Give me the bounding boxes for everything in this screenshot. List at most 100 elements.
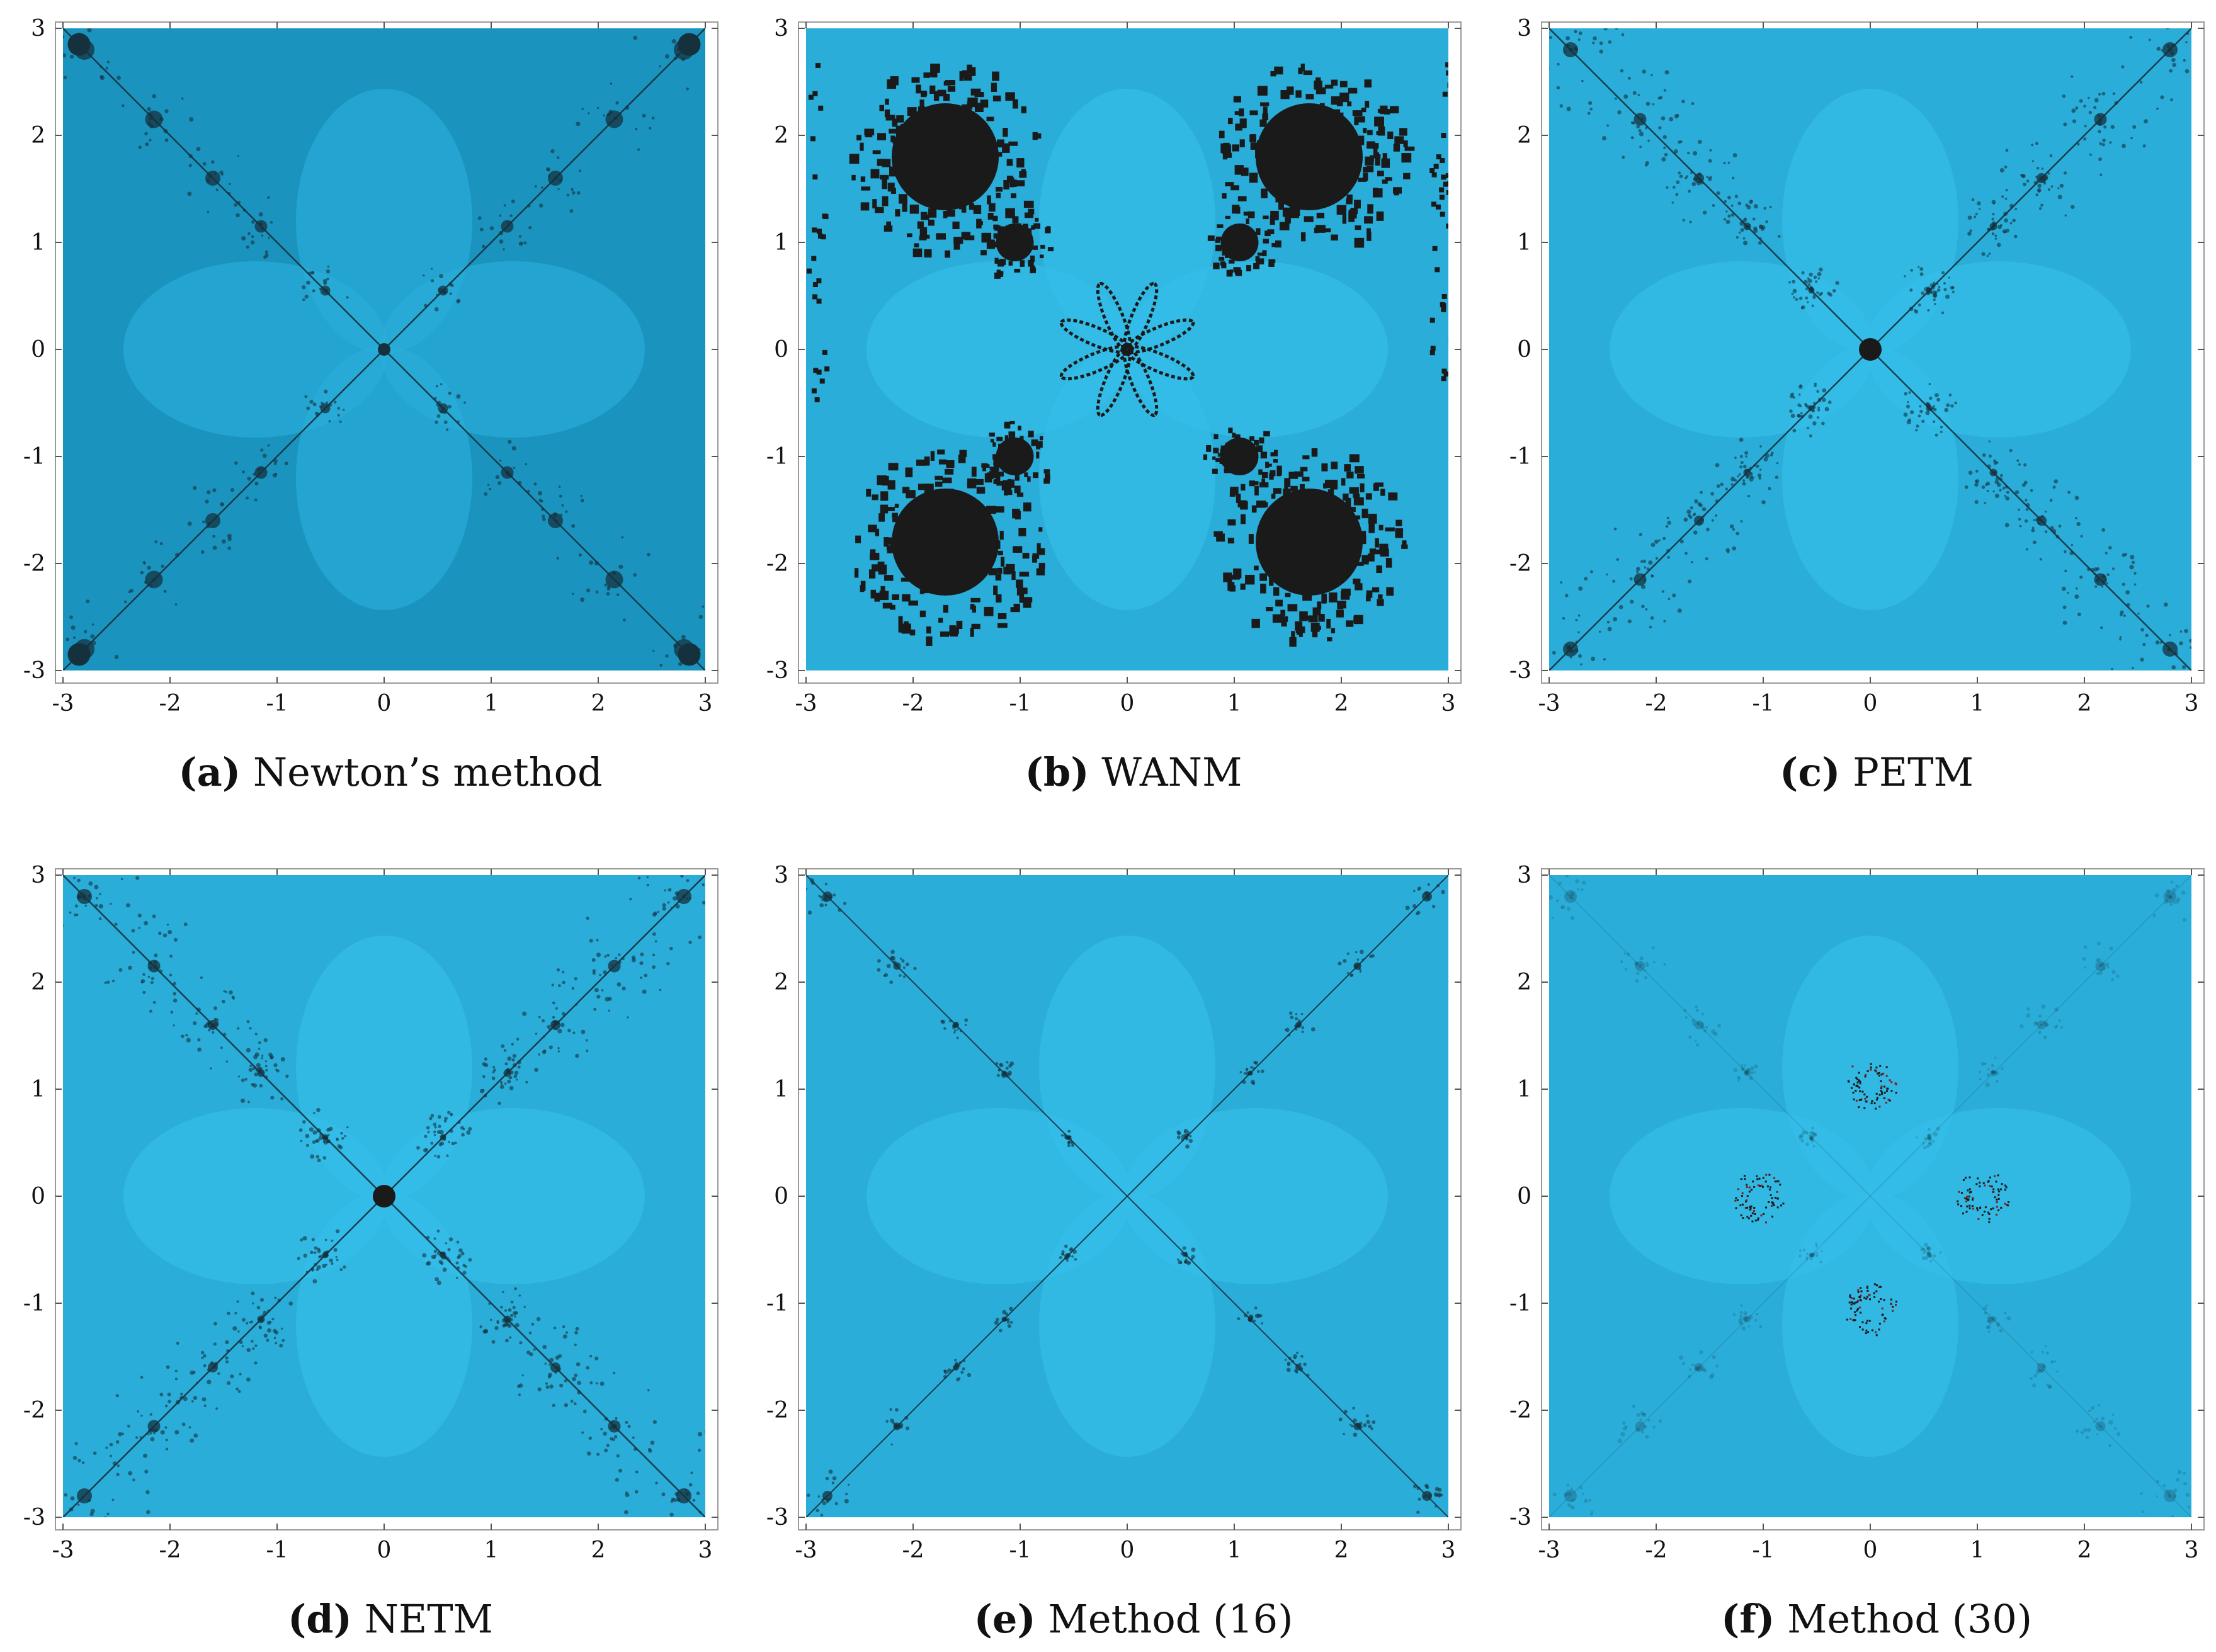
divergent-speckle [890,188,896,194]
julia-speckle [212,1031,215,1034]
divergent-speckle [1448,173,1453,178]
julia-speckle [655,1481,658,1485]
julia-speckle [1582,880,1586,885]
julia-speckle [1433,1492,1438,1496]
julia-speckle [426,1235,430,1240]
julia-speckle [116,76,121,80]
julia-speckle [300,1140,303,1143]
divergent-speckle [1217,245,1222,250]
julia-speckle [1739,465,1742,468]
julia-speckle [1739,438,1744,442]
julia-speckle [546,167,550,171]
julia-speckle [558,485,561,489]
julia-speckle [479,1325,482,1328]
julia-speckle [1742,1067,1745,1071]
julia-speckle [1635,567,1640,572]
julia-speckle [468,1258,472,1262]
divergent-speckle [1240,583,1246,590]
julia-speckle [1683,518,1688,522]
julia-speckle [1693,1364,1696,1366]
julia-speckle [615,1417,618,1420]
divergent-speckle [1304,216,1314,222]
divergent-speckle [1005,92,1015,101]
julia-speckle [2041,514,2044,518]
divergent-speckle [1283,489,1291,498]
julia-speckle [1815,1242,1818,1246]
divergent-speckle [812,227,817,233]
julia-speckle [537,491,542,495]
panel-b-caption: (b) WANM [768,749,1499,795]
julia-speckle [1067,1129,1070,1133]
julia-speckle [206,178,210,183]
julia-speckle [1652,103,1655,106]
julia-speckle [254,482,259,486]
root-ring-speckle [1878,1072,1880,1074]
julia-speckle [2160,95,2164,99]
divergent-speckle [1038,562,1045,569]
julia-speckle [2173,1495,2176,1498]
julia-speckle [1426,897,1430,900]
julia-speckle [173,937,178,942]
julia-speckle [1655,557,1659,560]
julia-speckle [516,1038,520,1041]
divergent-speckle [1036,451,1040,459]
julia-speckle [229,990,233,995]
julia-speckle [1588,101,1593,105]
divergent-speckle [994,241,999,248]
julia-speckle [2171,43,2174,48]
julia-speckle [1338,1417,1343,1422]
divergent-speckle [1263,215,1269,220]
julia-speckle [1295,1371,1298,1374]
julia-speckle [26,893,29,897]
julia-speckle [499,230,504,235]
divergent-speckle [818,105,824,111]
julia-speckle [1359,1422,1363,1425]
julia-speckle [604,955,607,958]
julia-speckle [227,1311,230,1315]
divergent-speckle [1373,154,1381,159]
divergent-speckle [987,195,991,205]
julia-speckle [1237,1317,1241,1321]
divergent-speckle [884,109,890,118]
julia-speckle [1191,1254,1195,1259]
julia-speckle [1688,1035,1692,1039]
julia-speckle [1343,1410,1348,1414]
root-ring-speckle [1739,1204,1742,1207]
julia-speckle [1812,295,1816,300]
julia-speckle [1814,1133,1817,1136]
julia-speckle [572,592,574,595]
divergent-speckle [994,225,1001,231]
julia-speckle [304,395,308,399]
root-ring-speckle [1754,1219,1757,1222]
divergent-speckle [1356,474,1365,479]
julia-speckle [1249,1319,1253,1323]
julia-speckle [458,1248,463,1253]
basin-lobe [1039,1192,1215,1457]
julia-speckle [1582,672,1587,676]
julia-speckle [1703,1029,1707,1032]
julia-speckle [211,160,215,164]
julia-speckle [1741,1067,1745,1072]
x-tick-label: 1 [1227,1537,1242,1563]
julia-speckle [2035,193,2038,196]
divergent-speckle [1225,182,1234,186]
julia-speckle [267,1310,270,1313]
julia-speckle [2169,634,2171,636]
julia-speckle [1627,619,1632,624]
julia-speckle [189,117,194,122]
julia-speckle [460,1126,464,1130]
julia-speckle [242,208,246,212]
divergent-speckle [1040,254,1044,259]
julia-speckle [1569,47,1572,50]
julia-speckle [1066,1253,1071,1257]
root-ring-speckle [1967,1189,1969,1192]
julia-speckle [596,995,601,999]
julia-speckle [1908,391,1911,394]
root-ring-speckle [1864,1097,1867,1100]
julia-speckle [1520,13,1524,16]
root-ring-speckle [1867,1296,1869,1298]
julia-speckle [572,191,576,195]
julia-speckle [153,960,157,965]
julia-speckle [443,1119,447,1123]
divergent-speckle [882,475,889,486]
